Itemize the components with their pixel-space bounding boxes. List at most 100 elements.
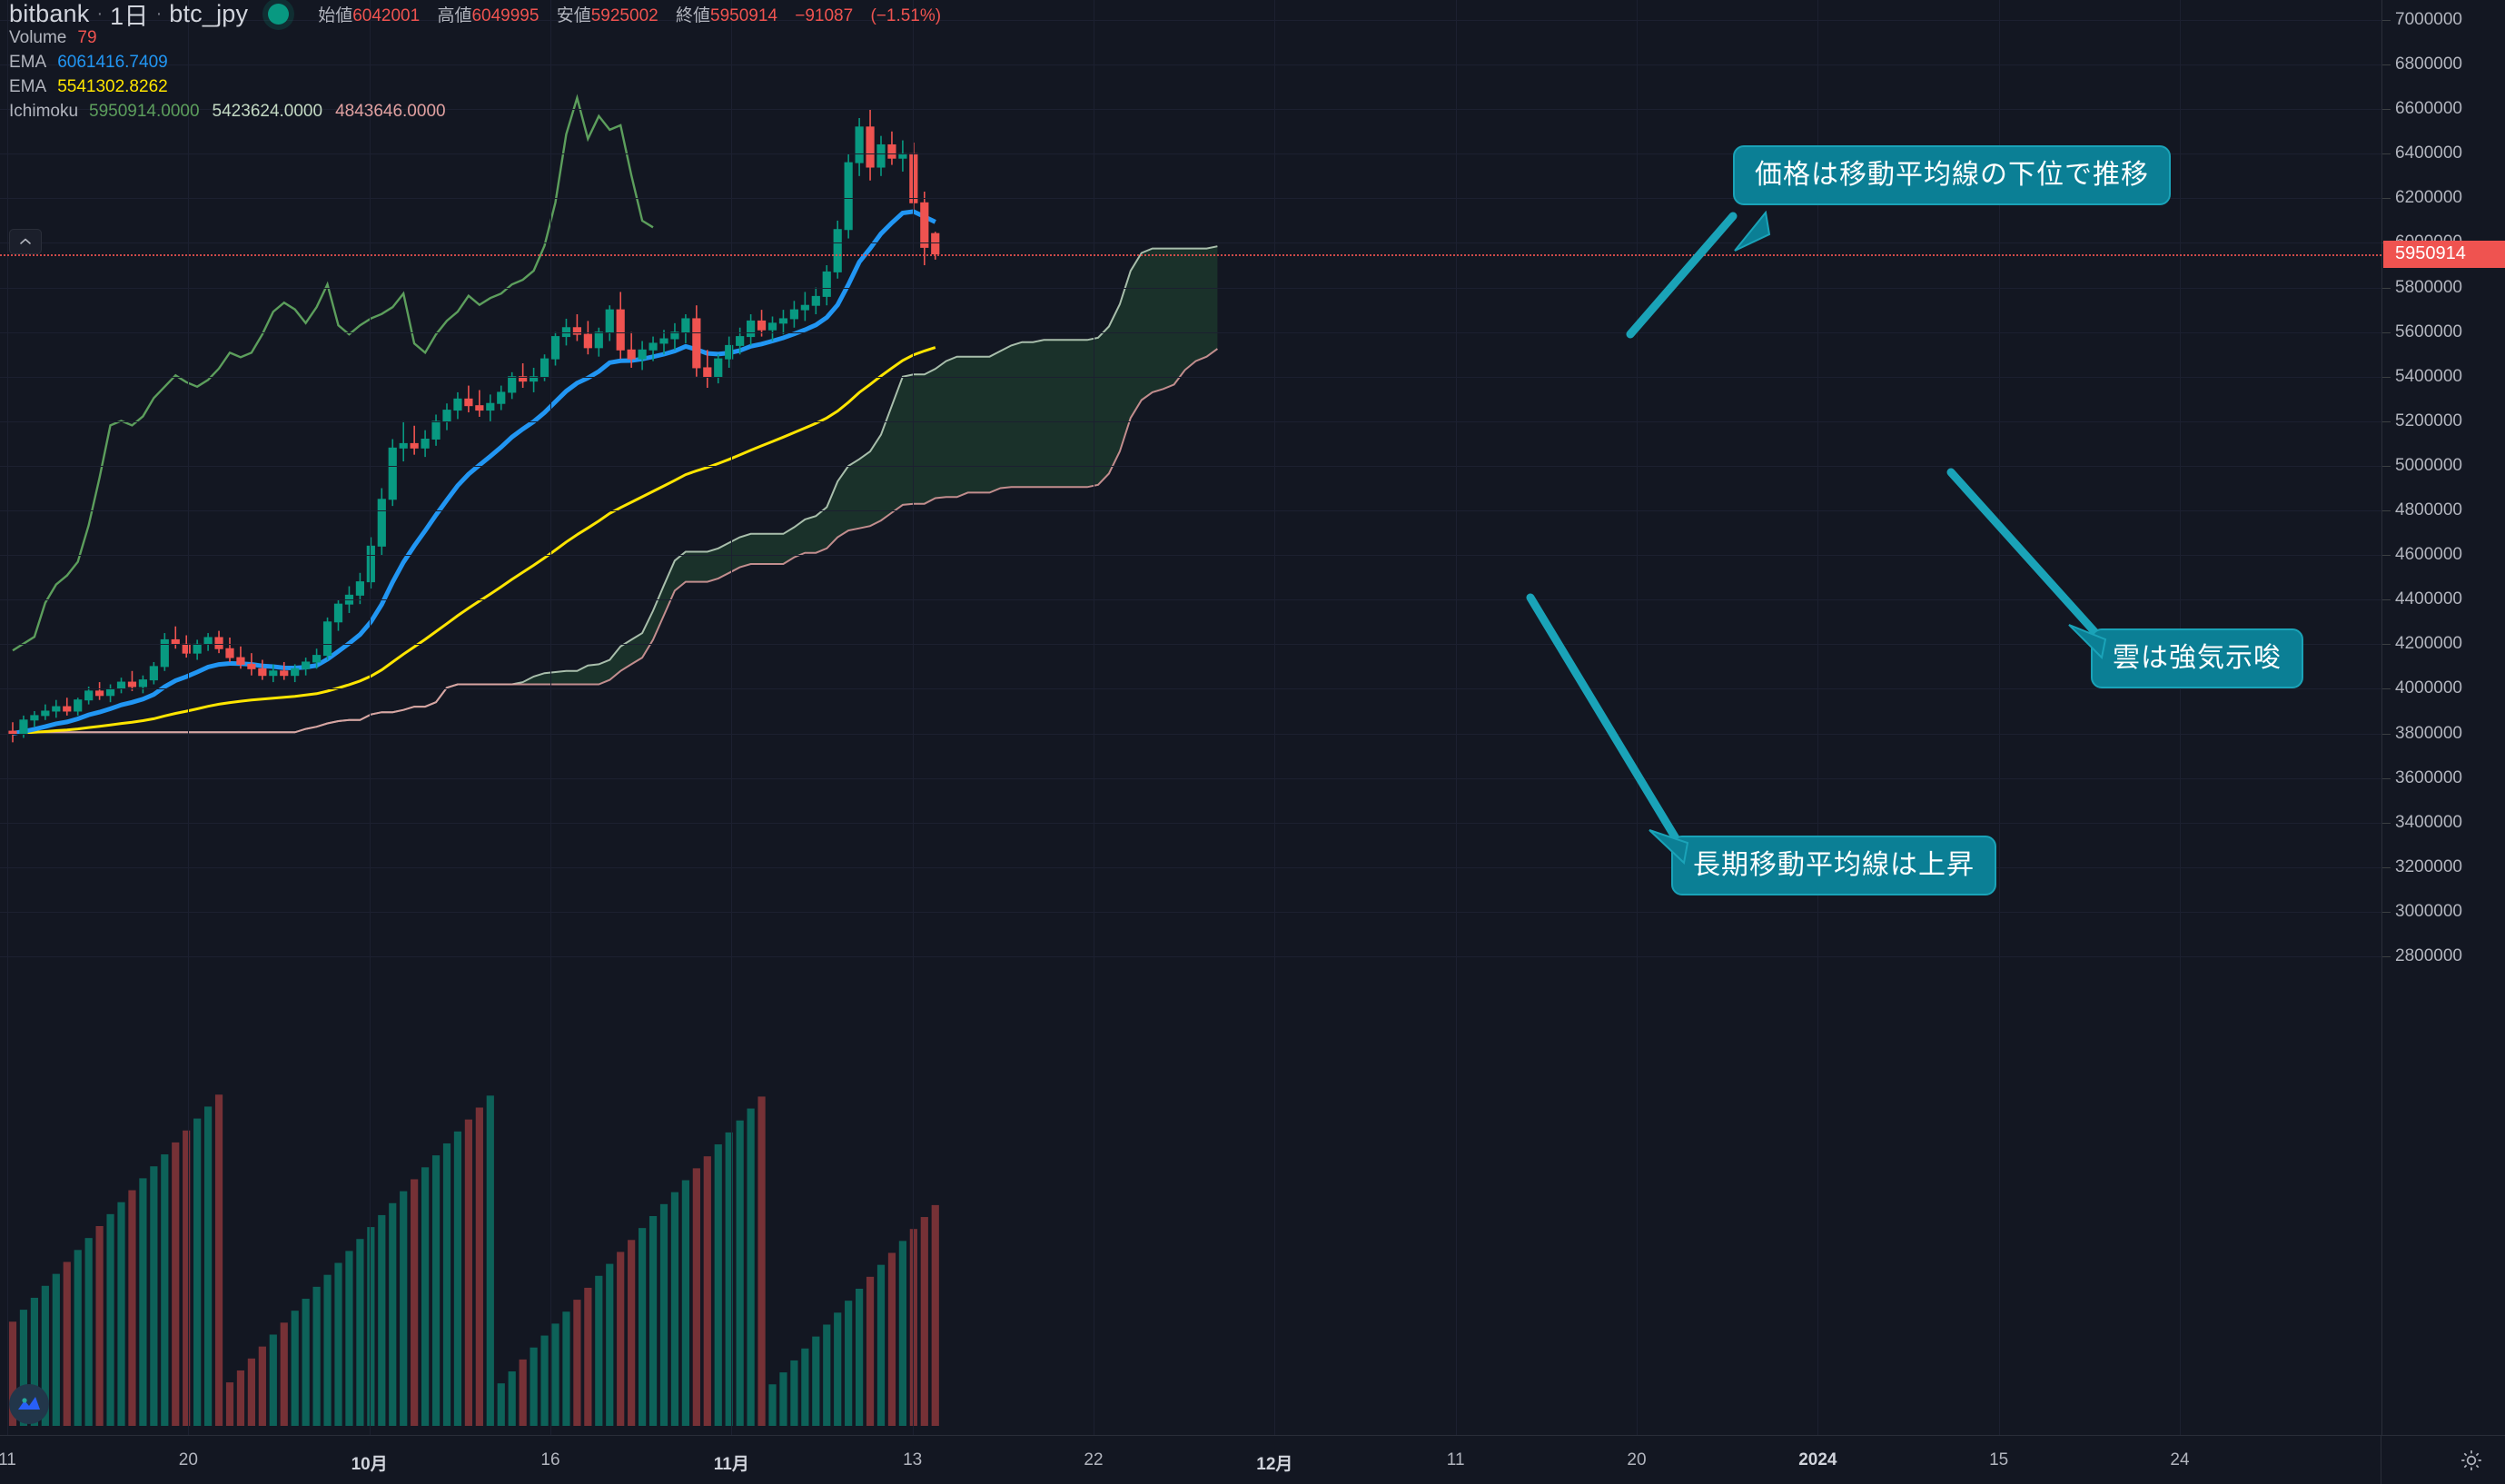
price-axis-tick	[2382, 331, 2391, 333]
volume-bar	[692, 1168, 700, 1426]
volume-bar	[128, 1190, 136, 1426]
price-axis-tick	[2382, 822, 2391, 824]
price-axis-label: 2800000	[2395, 946, 2462, 965]
legend-item-volume[interactable]: Volume 79	[9, 26, 941, 50]
legend-item-ichimoku[interactable]: Ichimoku 5950914.0000 5423624.0000 48436…	[9, 100, 941, 124]
time-axis-label: 20	[178, 1450, 198, 1469]
volume-bar	[714, 1144, 722, 1426]
legend-separator-1: ·	[96, 3, 104, 24]
high-value: 6049995	[471, 5, 540, 25]
time-axis[interactable]: 11 20 10月 16 11月 13 22 12月 11 20 2024 15 24	[0, 1435, 2505, 1484]
low-value: 5925002	[590, 5, 658, 25]
note-price-below-ma[interactable]: 価格は移動平均線の下位で推移	[1733, 145, 2171, 252]
note-long-ma-rising[interactable]: 長期移動平均線は上昇	[1649, 829, 1996, 895]
volume-bar	[8, 1321, 17, 1426]
indicator-name-ema-fast: EMA	[9, 53, 47, 72]
candle	[767, 316, 777, 341]
volume-bar	[323, 1274, 332, 1426]
volume-bar	[193, 1118, 202, 1426]
indicator-value-ema-slow: 5541302.8262	[57, 77, 168, 96]
chart-legend: bitbank · 1日 · btc_jpy 始値6042001 高値60499…	[9, 0, 941, 124]
candle	[247, 653, 256, 676]
grid-line-horizontal	[0, 822, 2381, 824]
candle	[844, 153, 853, 239]
price-axis-label: 5000000	[2395, 455, 2462, 475]
collapse-legend-button[interactable]	[9, 229, 42, 254]
candle	[475, 390, 484, 417]
indicator-value-ema-fast: 6061416.7409	[57, 53, 168, 72]
volume-bar	[378, 1214, 386, 1426]
candle	[866, 109, 875, 181]
time-axis-label: 22	[1084, 1450, 1104, 1469]
price-axis-tick	[2382, 198, 2391, 200]
volume-bar	[183, 1130, 191, 1426]
note-cloud-bullish[interactable]: 雲は強気示唆	[2068, 624, 2303, 688]
grid-line-horizontal	[0, 956, 2381, 957]
price-axis-label: 7000000	[2395, 10, 2462, 29]
volume-bar	[117, 1202, 125, 1426]
volume-bar	[628, 1240, 636, 1426]
volume-bar	[421, 1167, 430, 1426]
tradingview-logo-button[interactable]	[9, 1384, 49, 1424]
chart-interval[interactable]: 1日	[110, 2, 149, 30]
volume-bar	[790, 1360, 798, 1426]
ema-slow-line	[12, 346, 936, 735]
volume-bar	[725, 1132, 733, 1426]
legend-title-row[interactable]: bitbank · 1日 · btc_jpy 始値6042001 高値60499…	[9, 0, 941, 30]
low-label: 安値	[556, 5, 591, 25]
volume-bar	[639, 1228, 647, 1426]
candle	[160, 633, 169, 671]
ichimoku-cloud	[13, 246, 1218, 733]
price-axis-label: 4800000	[2395, 500, 2462, 520]
price-axis-label: 5800000	[2395, 277, 2462, 297]
candle	[214, 630, 223, 654]
candle	[258, 659, 267, 680]
grid-line-horizontal	[0, 644, 2381, 646]
candle	[725, 336, 734, 368]
legend-item-ema-fast[interactable]: EMA 6061416.7409	[9, 51, 941, 74]
volume-bar	[334, 1262, 342, 1426]
candle	[41, 704, 50, 720]
candle	[291, 664, 300, 683]
candle	[63, 697, 72, 716]
volume-bar	[530, 1347, 538, 1426]
price-axis-tick	[2382, 64, 2391, 66]
chart-plot-area[interactable]	[0, 0, 2381, 1435]
volume-bar	[52, 1273, 60, 1426]
candle	[236, 646, 245, 669]
volume-bar	[768, 1384, 777, 1426]
ohlc-values: 始値6042001 高値6049995 安値5925002 終値5950914 …	[318, 2, 941, 26]
price-axis-label: 6400000	[2395, 143, 2462, 163]
candle	[659, 330, 668, 355]
grid-line-horizontal	[0, 420, 2381, 422]
current-price-badge[interactable]: 5950914	[2383, 240, 2505, 268]
exchange-name[interactable]: bitbank	[9, 0, 90, 27]
time-axis-label: 10月	[351, 1455, 388, 1474]
volume-bar	[74, 1250, 82, 1426]
current-price-line	[0, 253, 2381, 256]
note-price-below-ma-tail	[1734, 211, 1771, 252]
candle	[399, 420, 408, 462]
volume-bar	[84, 1238, 93, 1426]
volume-bar	[681, 1180, 689, 1426]
price-axis-tick	[2382, 287, 2391, 289]
candle	[312, 648, 322, 669]
price-axis[interactable]: 7000000680000066000006400000620000060000…	[2381, 0, 2505, 1435]
price-axis-tick	[2382, 510, 2391, 512]
symbol-name[interactable]: btc_jpy	[169, 0, 249, 27]
price-axis-label: 6600000	[2395, 99, 2462, 119]
gear-icon[interactable]	[2460, 1449, 2483, 1472]
volume-bar	[801, 1348, 809, 1426]
volume-bar	[779, 1372, 787, 1426]
price-axis-tick	[2382, 555, 2391, 557]
price-axis-label: 5400000	[2395, 366, 2462, 386]
ichimoku-value-1: 5950914.0000	[89, 102, 200, 121]
time-axis-label: 24	[2170, 1450, 2190, 1469]
grid-line-horizontal	[0, 242, 2381, 244]
time-axis-label: 15	[1989, 1450, 2009, 1469]
volume-bar	[649, 1215, 658, 1426]
volume-bar	[497, 1383, 505, 1426]
volume-bar	[920, 1217, 928, 1426]
volume-bar	[150, 1166, 158, 1426]
legend-item-ema-slow[interactable]: EMA 5541302.8262	[9, 75, 941, 99]
